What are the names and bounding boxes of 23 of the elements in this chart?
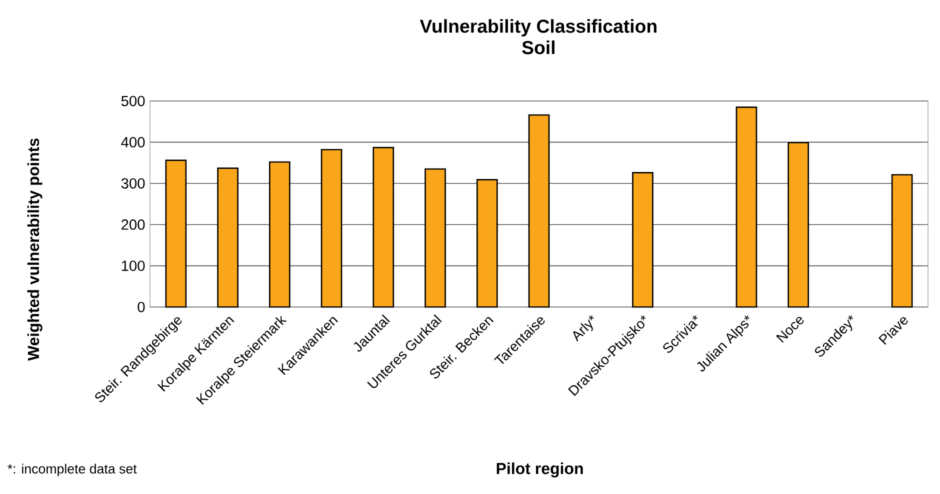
bar xyxy=(736,106,758,308)
y-axis-title: Weighted vulnerability points xyxy=(27,138,42,361)
bar xyxy=(424,168,446,308)
bar xyxy=(632,172,654,308)
chart-title: Vulnerability Classification xyxy=(420,19,656,37)
y-tick-label: 400 xyxy=(121,137,145,148)
bar xyxy=(269,161,290,308)
y-tick-label: 0 xyxy=(138,302,145,312)
chart-subtitle: Soil xyxy=(522,40,554,54)
text: *: incomplete data set xyxy=(8,464,137,476)
bar xyxy=(165,160,187,308)
bar xyxy=(217,167,238,308)
bar xyxy=(788,142,810,308)
bar xyxy=(528,114,550,308)
y-tick-label: 300 xyxy=(121,178,145,189)
bar xyxy=(891,174,913,308)
bar xyxy=(320,148,342,308)
y-tick-label: 100 xyxy=(122,260,145,271)
bar xyxy=(372,146,394,308)
bar xyxy=(476,179,498,308)
y-tick-label: 200 xyxy=(122,219,145,230)
x-axis-title: Pilot region xyxy=(496,462,583,478)
y-tick-label: 500 xyxy=(121,96,145,106)
